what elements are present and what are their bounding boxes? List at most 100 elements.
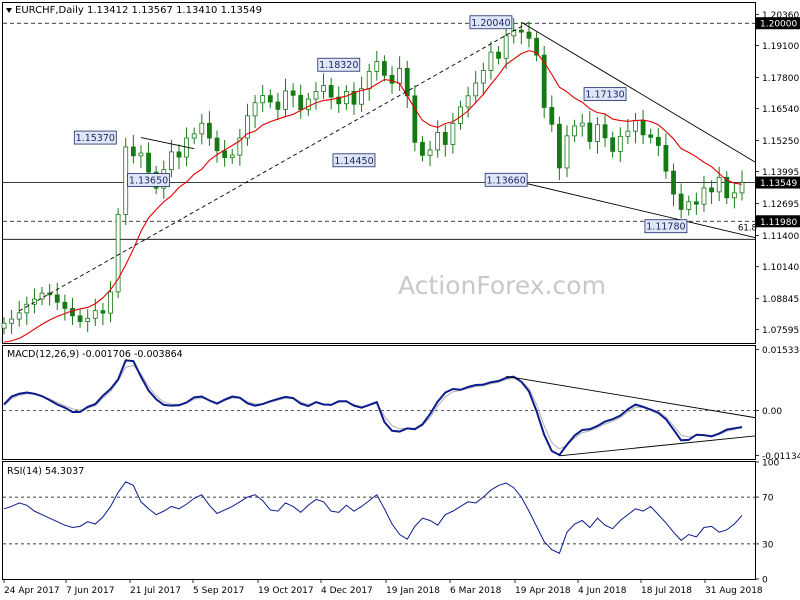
price-y-tick-label: 1.08845	[762, 295, 799, 305]
candle-body	[693, 201, 699, 205]
candle-body	[115, 213, 121, 293]
candle-body	[602, 124, 608, 139]
price-annotation: 1.13660	[484, 172, 528, 187]
price-annotation: 1.20040	[469, 15, 513, 30]
candle-body	[214, 137, 220, 152]
price-tag-label: 1.11980	[760, 218, 797, 228]
falling-channel-bottom	[490, 174, 756, 239]
x-tick-label: 19 Oct 2017	[258, 586, 314, 596]
candle-body	[534, 37, 539, 56]
candle-body	[328, 85, 334, 98]
candle-body	[648, 134, 654, 138]
candle-body	[397, 68, 403, 84]
candle-body	[54, 294, 60, 303]
rsi-line	[3, 481, 743, 554]
price-y-tick-label: 1.10140	[762, 263, 799, 273]
macd-y-tick-label: 0.015338	[762, 346, 800, 356]
macd-line	[3, 359, 743, 457]
candle-body	[587, 122, 593, 142]
candle-body	[633, 120, 638, 132]
candle-body	[709, 187, 714, 193]
candle-body	[541, 54, 547, 108]
candle-body	[366, 70, 372, 90]
candle-body	[245, 115, 250, 139]
candle-body	[465, 95, 471, 108]
annotation-box	[73, 130, 117, 145]
short-trendline	[140, 137, 195, 150]
candle-body	[138, 152, 144, 157]
fib-label: 61.8	[738, 223, 757, 233]
annotation-label: 1.15370	[76, 133, 115, 144]
annotation-box	[332, 153, 376, 168]
candle-body	[130, 146, 136, 157]
price-y-tick-label: 1.07595	[762, 326, 799, 336]
candle-body	[283, 90, 288, 110]
annotation-label: 1.13660	[486, 175, 525, 186]
candle-body	[359, 88, 364, 105]
candle-body	[480, 70, 486, 84]
rsi-y-tick-label: 30	[762, 540, 774, 550]
candle-body	[100, 310, 106, 314]
annotation-label: 1.13650	[129, 176, 168, 187]
candle-body	[625, 130, 631, 137]
macd-panel-frame	[2, 345, 756, 460]
price-y-tick-label: 1.11400	[762, 232, 799, 242]
price-y-tick-label: 1.20360	[762, 11, 799, 21]
annotation-label: 1.17130	[585, 90, 624, 101]
candle-body	[207, 122, 212, 139]
price-annotation: 1.18320	[317, 57, 361, 72]
candle-body	[305, 98, 311, 111]
candle-body	[526, 31, 532, 39]
candle-body	[496, 51, 501, 59]
candle-body	[572, 125, 578, 137]
x-tick-label: 5 Sep 2017	[193, 586, 244, 596]
candle-body	[176, 151, 182, 158]
candle-body	[336, 96, 342, 105]
price-y-tick-label: 1.15250	[762, 137, 799, 147]
candle-body	[85, 317, 91, 322]
candle-body	[473, 82, 479, 97]
candle-body	[450, 123, 456, 145]
macd-title: MACD(12,26,9) -0.001706 -0.003864	[7, 349, 183, 360]
candle-body	[313, 90, 319, 100]
annotation-box	[583, 87, 627, 102]
candle-body	[191, 133, 197, 139]
rsi-y-tick-label: 0	[762, 576, 768, 586]
price-annotation: 1.14450	[332, 153, 376, 168]
candle-body	[442, 131, 448, 145]
candle-body	[321, 85, 326, 92]
candle-body	[222, 150, 228, 158]
candle-body	[420, 141, 425, 156]
price-tag	[756, 17, 800, 30]
x-tick-label: 4 Dec 2017	[321, 586, 373, 596]
candle-body	[16, 312, 22, 320]
candle-body	[640, 120, 646, 136]
candle-body	[716, 176, 722, 193]
candle-body	[32, 298, 37, 305]
x-tick-label: 4 Jun 2018	[578, 586, 627, 596]
price-layer: 1.20040 1.18320 1.17130 1.15370 1.14450 1.136…	[1, 15, 757, 343]
candle-body	[488, 51, 494, 71]
candle-body	[686, 201, 692, 210]
macd-layer	[3, 359, 756, 457]
x-tick-label: 18 Jul 2018	[641, 586, 692, 596]
candle-body	[701, 187, 707, 205]
rsi-title: RSI(14) 54.3037	[7, 466, 84, 477]
candle-body	[1, 322, 7, 329]
x-tick-label: 24 Apr 2017	[4, 586, 60, 596]
candle-body	[199, 122, 205, 135]
candle-body	[564, 135, 570, 169]
candle-body	[557, 123, 562, 169]
price-y-tick-label: 1.12695	[762, 200, 799, 210]
triangle-down-icon[interactable]	[6, 8, 12, 13]
x-tick-label: 31 Aug 2018	[705, 586, 763, 596]
rsi-y-tick-label: 70	[762, 494, 774, 504]
candle-body	[47, 292, 53, 296]
candle-body	[92, 310, 98, 319]
symbol-header: EURCHF,Daily 1.13412 1.13567 1.13410 1.1…	[15, 5, 262, 16]
annotation-box	[644, 219, 688, 234]
price-annotation: 1.15370	[73, 130, 117, 145]
price-annotation: 1.17130	[583, 87, 627, 102]
